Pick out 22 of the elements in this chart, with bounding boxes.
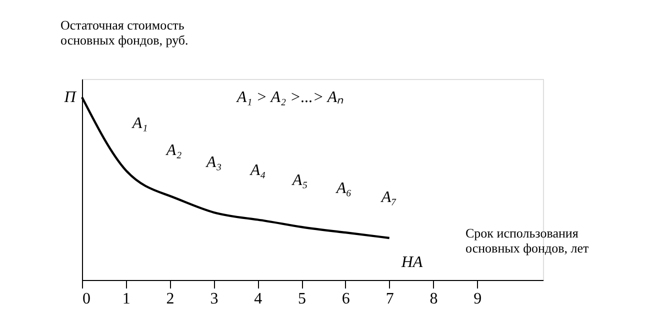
x-tick-label: 4 [254,290,262,308]
annotation: A₆ [335,180,352,197]
annotation: A₇ [380,189,398,206]
x-tick-label: 0 [82,290,90,308]
x-tick-label: 9 [474,290,482,308]
annotation: НА [400,254,423,271]
annotation: A₁ > A₂ >...> Aₙ [236,89,344,106]
annotation: A₁ [131,115,148,132]
text: П [63,89,78,106]
annotation: A₄ [249,162,266,179]
x-tick-label: 7 [386,290,394,308]
annotation: A₅ [291,172,308,189]
x-tick-label: 2 [166,290,174,308]
x-tick-label: 3 [210,290,218,308]
x-axis-title: Срок использования основных фондов, лет [466,226,590,256]
annotation: A₂ [165,142,182,159]
annotation: A₃ [205,154,222,171]
y-axis-title: Остаточная стоимость основных фондов, руб. [60,18,188,48]
x-tick-label: 6 [342,290,350,308]
x-tick-label: 8 [430,290,438,308]
x-tick-label: 5 [298,290,306,308]
x-tick-label: 1 [122,290,130,308]
